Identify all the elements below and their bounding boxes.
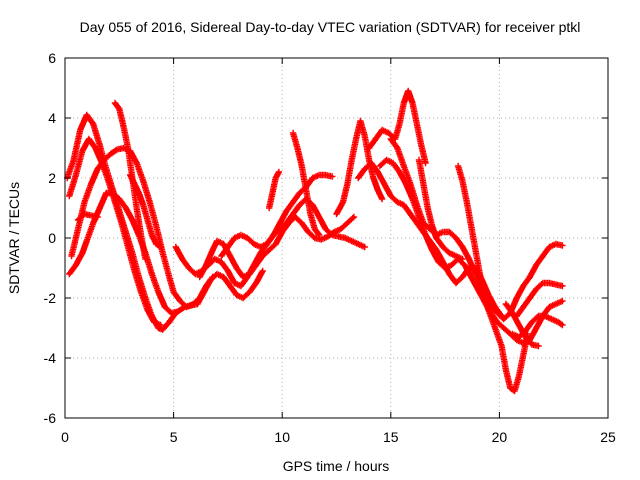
series-arc-12 xyxy=(289,129,323,239)
x-tick-label: 10 xyxy=(274,429,290,445)
series-arc-19 xyxy=(454,162,488,296)
series-marks xyxy=(289,129,323,239)
series-marks xyxy=(502,300,542,350)
y-tick-label: 6 xyxy=(48,50,56,66)
grid-lines xyxy=(65,58,608,418)
series-arc-15 xyxy=(365,87,429,167)
series-arc-18 xyxy=(415,156,466,263)
y-tick-label: -6 xyxy=(44,410,57,426)
y-tick-label: -2 xyxy=(44,290,57,306)
chart-title: Day 055 of 2016, Sidereal Day-to-day VTE… xyxy=(80,19,581,35)
series-marks xyxy=(365,87,429,167)
x-axis-label: GPS time / hours xyxy=(283,458,390,474)
x-tick-label: 0 xyxy=(61,429,69,445)
series-marks xyxy=(127,171,164,251)
y-tick-label: 0 xyxy=(48,230,56,246)
series-arc-11 xyxy=(266,168,283,212)
series-marks xyxy=(266,168,283,212)
y-tick-label: 2 xyxy=(48,170,56,186)
series-arc-23 xyxy=(502,300,542,350)
series-arc-7 xyxy=(127,171,164,251)
x-tick-label: 5 xyxy=(170,429,178,445)
data-series xyxy=(64,87,566,395)
y-axis-label: SDTVAR / TECUs xyxy=(6,182,22,294)
x-tick-label: 15 xyxy=(383,429,399,445)
axis-ticks: 0 5 10 15 20 25 -6 -4 -2 0 2 4 6 xyxy=(44,50,616,445)
y-tick-label: 4 xyxy=(48,110,56,126)
series-marks xyxy=(454,162,488,296)
series-marks xyxy=(74,210,101,224)
series-arc-5 xyxy=(74,210,101,224)
x-tick-label: 20 xyxy=(492,429,508,445)
y-tick-label: -4 xyxy=(44,350,57,366)
x-tick-label: 25 xyxy=(600,429,616,445)
series-marks xyxy=(415,156,466,263)
